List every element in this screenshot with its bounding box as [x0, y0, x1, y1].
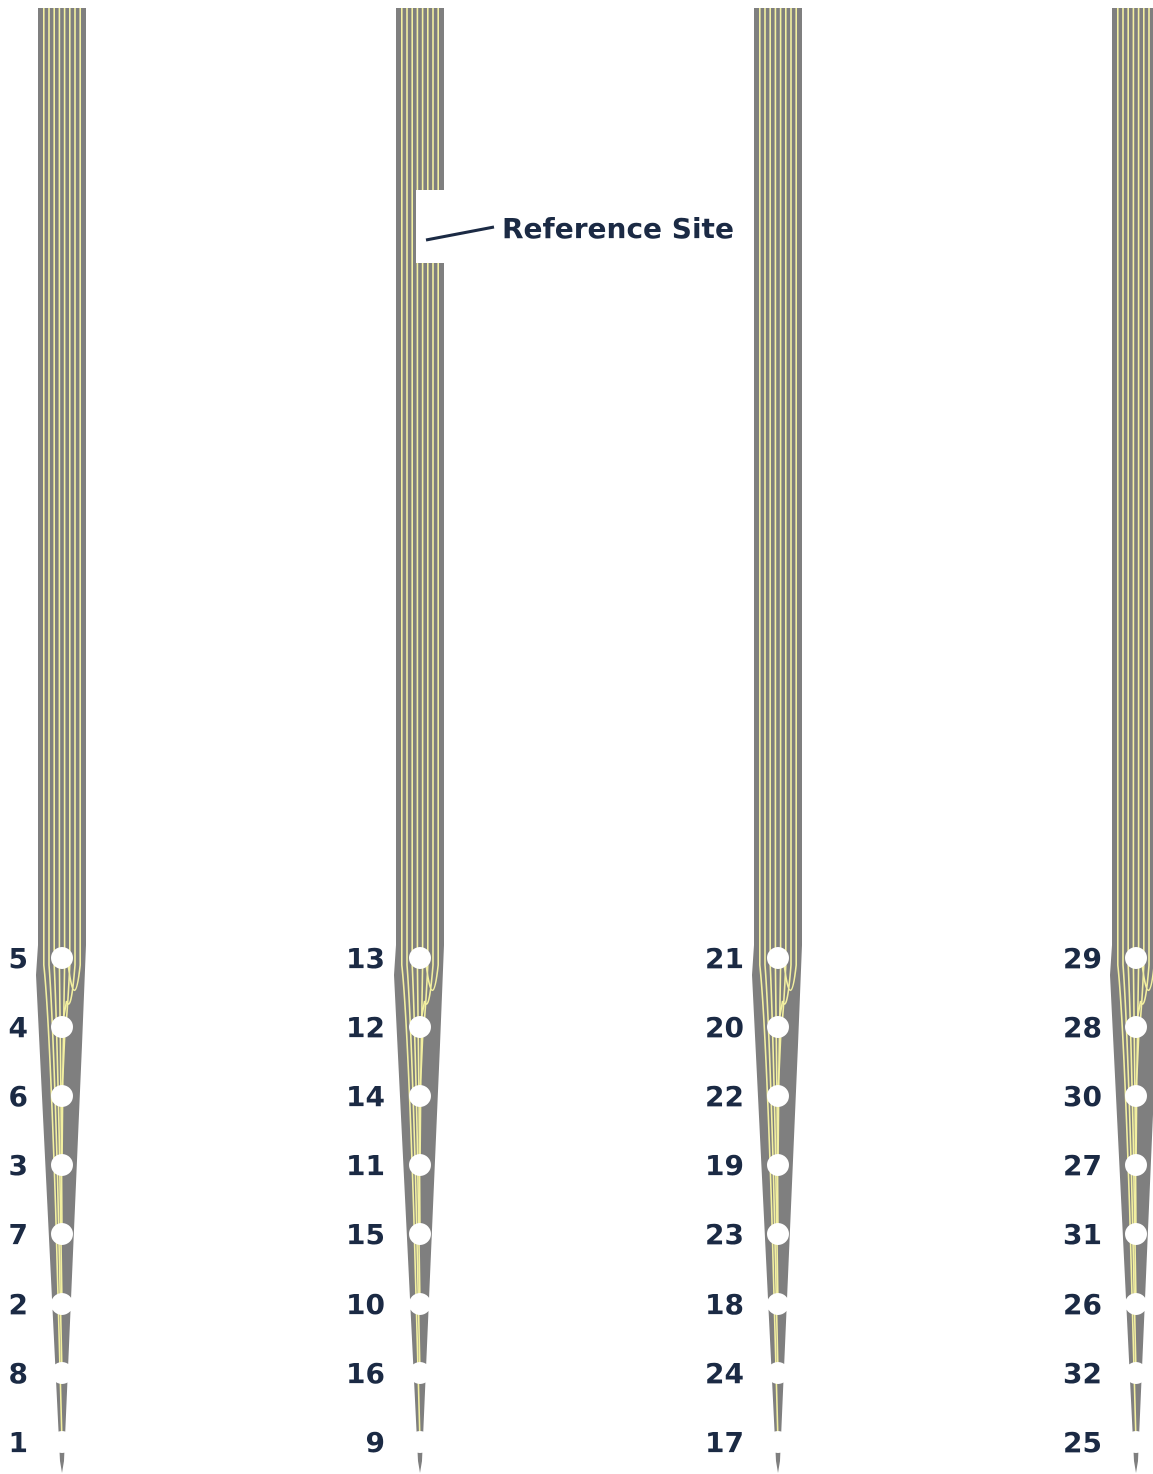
site-number-label: 20: [705, 1011, 744, 1044]
recording-site: [51, 1431, 73, 1453]
recording-site: [51, 1362, 73, 1384]
site-number-label: 23: [705, 1218, 744, 1251]
trace-line: [777, 8, 792, 1028]
recording-site: [409, 1016, 431, 1038]
recording-site: [1125, 1085, 1147, 1107]
trace-line: [1122, 8, 1137, 1374]
shank-body: [1110, 8, 1153, 1473]
site-number-label: 21: [705, 942, 744, 975]
recording-site: [767, 1154, 789, 1176]
site-number-label: 18: [705, 1288, 744, 1321]
trace-line: [764, 8, 779, 1374]
shank-4: 29 28 30 27 31 26 32 25: [1063, 8, 1153, 1473]
site-number-label: 27: [1063, 1149, 1102, 1182]
site-number-label: 9: [366, 1426, 385, 1459]
recording-site: [767, 1293, 789, 1315]
trace-line: [406, 8, 421, 1374]
recording-site: [767, 947, 789, 969]
site-number-label: 32: [1063, 1357, 1102, 1390]
shanks-layer: 5463728113121411151016921202219231824172…: [9, 8, 1153, 1473]
recording-site: [1125, 1223, 1147, 1245]
reference-leader-line: [425, 225, 495, 242]
recording-site: [767, 1085, 789, 1107]
trace-line: [401, 8, 421, 1443]
site-number-label: 5: [9, 942, 28, 975]
site-number-label: 15: [346, 1218, 385, 1251]
site-number-label: 29: [1063, 942, 1102, 975]
trace-line: [1135, 957, 1153, 991]
recording-site: [1125, 1362, 1147, 1384]
recording-site: [409, 947, 431, 969]
site-number-label: 12: [346, 1011, 385, 1044]
site-number-label: 2: [9, 1288, 28, 1321]
recording-site: [767, 1362, 789, 1384]
recording-site: [767, 1431, 789, 1453]
site-number-label: 19: [705, 1149, 744, 1182]
site-number-label: 22: [705, 1080, 744, 1113]
site-number-label: 6: [9, 1080, 28, 1113]
recording-site: [1125, 947, 1147, 969]
reference-site-group: Reference Site: [416, 190, 734, 263]
reference-site-label: Reference Site: [502, 212, 734, 245]
trace-line: [777, 8, 797, 991]
trace-line: [61, 8, 76, 1028]
site-number-label: 4: [9, 1011, 28, 1044]
recording-site: [767, 1223, 789, 1245]
recording-site: [409, 1293, 431, 1315]
recording-site: [409, 1223, 431, 1245]
site-number-label: 3: [9, 1149, 28, 1182]
trace-line: [1117, 8, 1137, 1443]
recording-site: [409, 1431, 431, 1453]
site-number-label: 1: [9, 1426, 28, 1459]
site-number-label: 25: [1063, 1426, 1102, 1459]
recording-site: [409, 1085, 431, 1107]
recording-site: [1125, 1293, 1147, 1315]
recording-site: [51, 1154, 73, 1176]
recording-site: [1125, 1431, 1147, 1453]
site-number-label: 7: [9, 1218, 28, 1251]
site-number-label: 24: [705, 1357, 744, 1390]
trace-line: [419, 8, 434, 1028]
recording-site: [51, 1223, 73, 1245]
recording-site: [409, 1154, 431, 1176]
recording-site: [1125, 1154, 1147, 1176]
recording-site: [1125, 1016, 1147, 1038]
trace-line: [419, 8, 439, 991]
shank-3: 21 20 22 19 23 18 24 17: [705, 8, 802, 1473]
site-number-label: 17: [705, 1426, 744, 1459]
trace-line: [43, 8, 63, 1443]
site-number-label: 8: [9, 1357, 28, 1390]
site-number-label: 11: [346, 1149, 385, 1182]
trace-line: [759, 8, 779, 1443]
site-number-label: 10: [346, 1288, 385, 1321]
recording-site: [51, 1293, 73, 1315]
shank-1: 5 4 6 3 7 2 8 1: [9, 8, 86, 1473]
shank-2: 13 12 14 11 15 10 16 9: [346, 8, 444, 1473]
site-number-label: 13: [346, 942, 385, 975]
recording-site: [51, 1016, 73, 1038]
trace-line: [1135, 8, 1150, 1028]
recording-site: [51, 947, 73, 969]
site-number-label: 31: [1063, 1218, 1102, 1251]
trace-line: [48, 8, 63, 1374]
site-number-label: 14: [346, 1080, 385, 1113]
recording-site: [51, 1085, 73, 1107]
site-number-label: 30: [1063, 1080, 1102, 1113]
trace-line: [61, 8, 81, 991]
site-number-label: 26: [1063, 1288, 1102, 1321]
recording-site: [409, 1362, 431, 1384]
recording-site: [767, 1016, 789, 1038]
site-number-label: 28: [1063, 1011, 1102, 1044]
reference-site: [416, 190, 446, 263]
site-number-label: 16: [346, 1357, 385, 1390]
